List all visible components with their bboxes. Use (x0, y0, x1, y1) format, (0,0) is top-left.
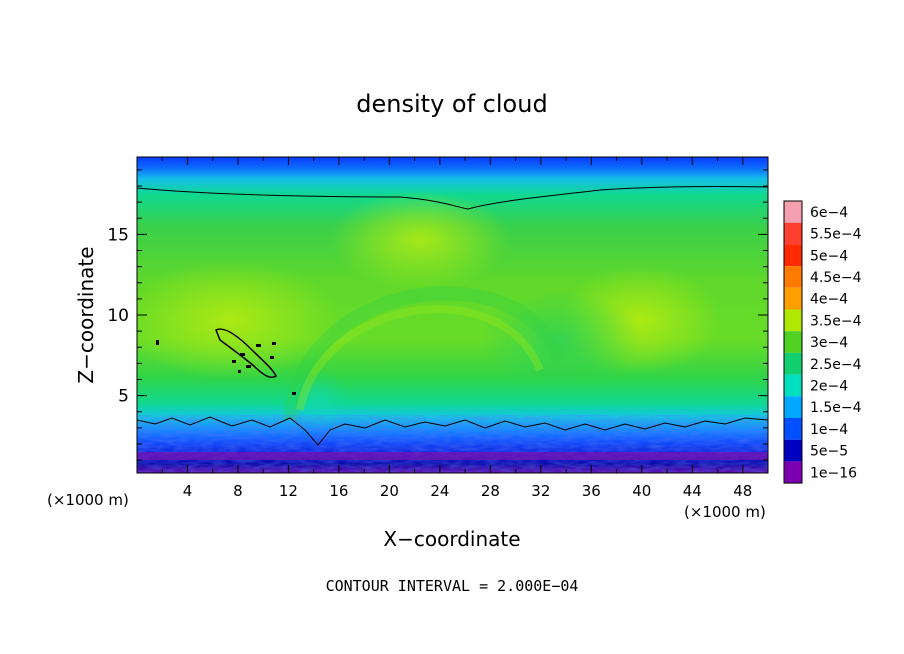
colorbar-label: 5e−5 (810, 444, 848, 460)
colorbar-label: 4e−4 (810, 292, 848, 308)
colorbar-label: 1e−16 (810, 465, 857, 481)
contour-high-density (215, 328, 277, 378)
colorbar-swatch (784, 201, 802, 223)
contour-interval-note: CONTOUR INTERVAL = 2.000E−04 (326, 577, 579, 595)
colorbar-swatch (784, 287, 802, 310)
colorbar-swatch (784, 439, 802, 462)
colorbar-swatch (784, 352, 802, 375)
colorbar-swatch (784, 461, 802, 484)
field-bottom-band (137, 452, 768, 460)
x-tick-label: 16 (329, 482, 348, 500)
contour-specks (156, 340, 296, 395)
colorbar-label: 1.5e−4 (810, 400, 862, 416)
colorbar-swatch (784, 374, 802, 397)
colorbar-frame (783, 200, 803, 484)
x-tick-label: 48 (733, 482, 752, 500)
x-axis-unit-right: (×1000 m) (684, 503, 766, 521)
field-arc-pattern-2 (296, 305, 544, 411)
y-tick-label: 5 (118, 387, 129, 407)
colorbar-label: 3.5e−4 (810, 313, 862, 329)
colorbar-label: 1e−4 (810, 422, 848, 438)
plot-area (137, 157, 768, 473)
x-tick-label: 28 (481, 482, 500, 500)
colorbar-swatch (784, 222, 802, 245)
colorbar-label: 6e−4 (810, 205, 848, 221)
x-tick-label: 32 (531, 482, 550, 500)
y-tick-label: 10 (107, 306, 129, 326)
contour-lower (137, 416, 768, 446)
field-arc-pattern (283, 286, 567, 421)
x-axis-unit-left: (×1000 m) (47, 491, 129, 509)
chart-title: density of cloud (356, 90, 547, 118)
colorbar-label: 3e−4 (810, 335, 848, 351)
colorbar-swatch (784, 309, 802, 332)
colorbar: 6e−4 5.5e−4 5e−4 4.5e−4 4e−4 3.5e−4 3e−4 2.5e−4… (783, 200, 862, 484)
x-tick-label: 4 (183, 482, 193, 500)
field-green-patch (480, 290, 640, 390)
colorbar-label: 2.5e−4 (810, 357, 862, 373)
x-tick-label: 24 (430, 482, 449, 500)
colorbar-label: 2e−4 (810, 378, 848, 394)
x-tick-label: 12 (279, 482, 298, 500)
x-tick-label: 36 (582, 482, 601, 500)
x-axis-ticks: 4 8 12 16 20 24 28 32 36 40 44 48 (161, 157, 769, 500)
field-surface-noise (137, 415, 768, 473)
x-tick-label: 40 (632, 482, 651, 500)
x-tick-label: 44 (683, 482, 702, 500)
field-bright-patch-center (330, 190, 510, 290)
x-tick-label: 20 (380, 482, 399, 500)
x-axis-label: X−coordinate (383, 527, 520, 551)
colorbar-swatch (784, 396, 802, 418)
colorbar-swatch (784, 244, 802, 267)
contour-upper (137, 185, 768, 210)
colorbar-swatch (784, 331, 802, 353)
colorbar-label: 4.5e−4 (810, 270, 862, 286)
y-axis-label: Z−coordinate (74, 246, 98, 383)
x-tick-label: 8 (233, 482, 243, 500)
field-bright-patch-left (137, 260, 340, 380)
y-axis-ticks: 5 10 15 (107, 169, 768, 461)
colorbar-swatch (784, 266, 802, 288)
colorbar-label: 5e−4 (810, 248, 848, 264)
y-tick-label: 15 (107, 225, 129, 245)
colorbar-swatch (784, 418, 802, 440)
colorbar-label: 5.5e−4 (810, 227, 862, 243)
